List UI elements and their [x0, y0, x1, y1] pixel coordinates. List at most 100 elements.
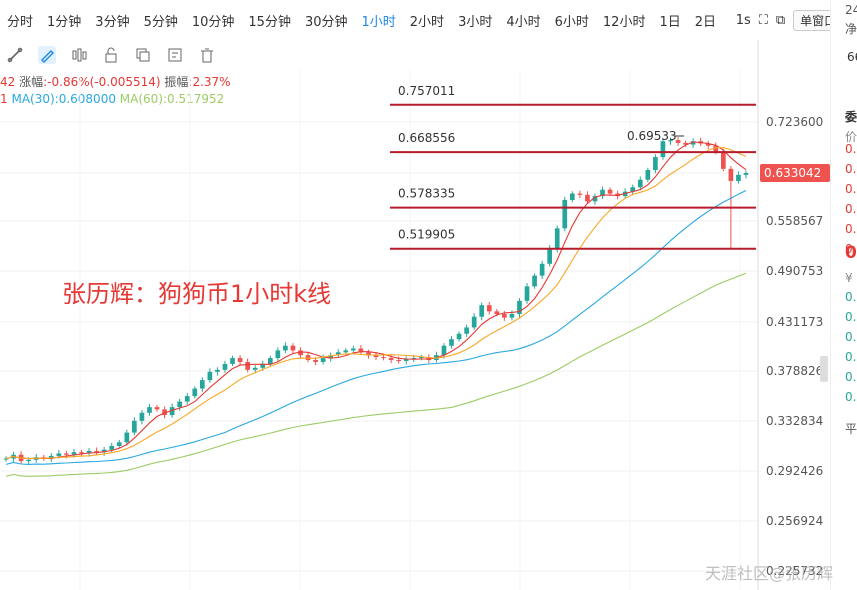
ask-price[interactable]: 0.6: [845, 142, 857, 156]
current-price-tag: [760, 164, 830, 182]
trash-icon[interactable]: [198, 46, 216, 64]
price-info-line: 42 涨幅:-0.86%(-0.005514) 振幅:2.37%: [0, 73, 231, 90]
timeframe-toolbar: 分时 1分钟 3分钟 5分钟 10分钟 15分钟 30分钟 1小时 2小时 3小时 4小时 6小时 12…: [0, 0, 830, 40]
seconds-toggle[interactable]: 1s: [735, 13, 751, 28]
y-tick-label: 0.256924: [766, 514, 823, 528]
candle-body: [177, 401, 183, 408]
candle-body: [298, 350, 303, 356]
y-tick-label: 0.378826: [766, 364, 823, 378]
candle-body: [562, 200, 568, 229]
ma10-line: [5, 147, 747, 460]
candle-body: [456, 333, 462, 340]
ma5-line: [5, 141, 747, 460]
y-tick-label: 0.558567: [766, 214, 823, 228]
timeframe-1[interactable]: 1分钟: [47, 14, 82, 30]
timeframe-10[interactable]: 4小时: [506, 14, 541, 30]
ask-price[interactable]: 0.6: [845, 242, 857, 256]
timeframe-6[interactable]: 30分钟: [304, 14, 348, 30]
y-tick-label: 0.225732: [766, 564, 823, 578]
candle-body: [637, 179, 643, 188]
timeframe-7[interactable]: 1小时: [361, 14, 396, 30]
candle-body: [290, 345, 296, 351]
timeframe-3[interactable]: 5分钟: [143, 14, 178, 30]
bid-price[interactable]: 0.6: [845, 310, 857, 324]
candle-body: [403, 359, 409, 361]
candle-body: [411, 358, 417, 360]
popout-icon[interactable]: ⧉: [775, 13, 786, 28]
timeframe-9[interactable]: 3小时: [458, 14, 493, 30]
candle-body: [388, 358, 394, 360]
candle-body: [3, 458, 9, 460]
bid-price[interactable]: 0.6: [845, 370, 857, 384]
candle-body: [267, 358, 273, 364]
price-level-label: 0.519905: [398, 228, 455, 242]
candle-body: [736, 174, 741, 181]
window-mode-label: 单窗口: [800, 14, 837, 28]
candle-body: [532, 275, 537, 287]
rp-tab[interactable]: 委: [845, 110, 857, 124]
timeframe-13[interactable]: 1日: [659, 14, 681, 30]
candle-body: [418, 357, 424, 359]
timeframe-14[interactable]: 2日: [694, 14, 717, 30]
edit-tool-icon[interactable]: [166, 46, 184, 64]
rp-input[interactable]: 66: [847, 50, 857, 64]
ask-price[interactable]: 0.6: [845, 222, 857, 236]
candle-body: [721, 151, 726, 169]
candle-body: [517, 300, 522, 315]
timeframe-0[interactable]: 分时: [7, 14, 34, 30]
candle-body: [184, 396, 190, 402]
ask-price[interactable]: 0.6: [845, 202, 857, 216]
candle-body: [132, 420, 137, 433]
candle-body: [524, 286, 530, 301]
candle-body: [48, 456, 54, 459]
timeframe-4[interactable]: 10分钟: [191, 14, 235, 30]
candle-body: [199, 380, 205, 389]
candle-body: [192, 388, 198, 397]
ma-prefix: 1: [0, 92, 8, 106]
fullscreen-icon[interactable]: ⛶: [758, 13, 768, 28]
line-tool-icon[interactable]: [6, 46, 24, 64]
timeframe-2[interactable]: 3分钟: [95, 14, 130, 30]
timeframe-8[interactable]: 2小时: [409, 14, 445, 30]
bid-price[interactable]: 0.6: [845, 290, 857, 304]
panel-resize-handle[interactable]: [820, 356, 828, 382]
ma-info-line: 1 MA(30):0.608000 MA(60):0.517952: [0, 92, 224, 106]
rp-price-header: 价: [845, 130, 857, 144]
candle-body: [245, 361, 250, 370]
candlestick-chart[interactable]: 0.723600 0.558567 0.490753 0.431173 0.378826…: [0, 0, 830, 590]
candle-body: [554, 228, 560, 249]
candle-body: [441, 345, 447, 356]
candle-body: [351, 348, 356, 351]
timeframe-11[interactable]: 6小时: [554, 14, 589, 30]
candle-body: [683, 142, 688, 145]
candle-body: [668, 140, 673, 142]
ma30-value: MA(30):0.608000: [11, 92, 116, 106]
candle-body: [630, 187, 636, 192]
copy-tool-icon[interactable]: [134, 46, 152, 64]
bid-price[interactable]: 0.6: [845, 330, 857, 344]
bid-price[interactable]: 0.6: [845, 350, 857, 364]
change-label: 涨幅: [19, 75, 44, 89]
ask-price[interactable]: 0.6: [845, 162, 857, 176]
bid-price[interactable]: 0.6: [845, 390, 857, 404]
candle-body: [705, 143, 711, 146]
price-level-label: 0.668556: [398, 131, 455, 145]
lock-tool-icon[interactable]: [102, 46, 120, 64]
y-tick-label: 0.292426: [766, 464, 823, 478]
drawing-tools: [0, 40, 260, 70]
candles-tool-icon[interactable]: [70, 46, 88, 64]
rp-top-value: 24: [845, 3, 857, 17]
ma60-line: [5, 272, 747, 477]
ask-price[interactable]: 0.6: [845, 182, 857, 196]
timeframe-5[interactable]: 15分钟: [248, 14, 291, 30]
candle-body: [486, 305, 492, 312]
rp-footer: 平: [845, 422, 857, 436]
current-price-label: 0.633042: [764, 166, 821, 180]
candle-body: [86, 450, 92, 454]
pen-tool-icon[interactable]: [38, 46, 56, 64]
candle-body: [502, 314, 507, 318]
change-value: :-0.86%(-0.005514): [43, 75, 161, 89]
candle-body: [124, 432, 130, 443]
timeframe-12[interactable]: 12小时: [602, 14, 646, 30]
candle-body: [71, 452, 77, 455]
